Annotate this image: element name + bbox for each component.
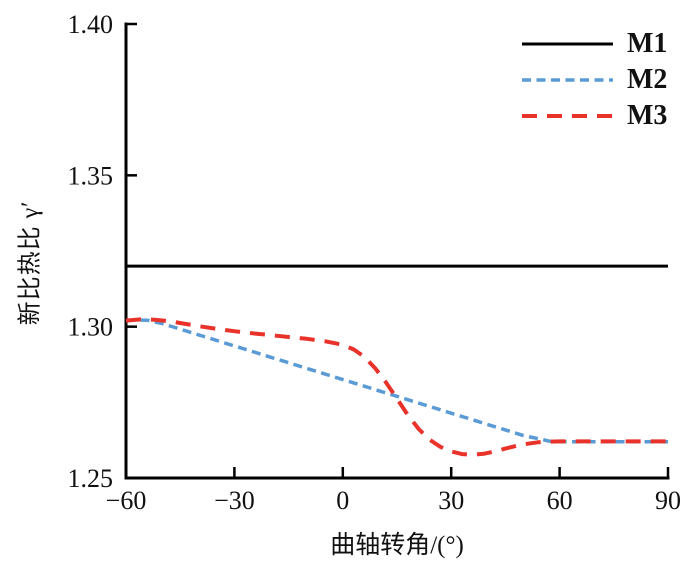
y-tick-label: 1.30	[68, 313, 114, 342]
y-tick-label: 1.35	[68, 161, 114, 190]
x-tick-label: 0	[336, 486, 349, 515]
legend-item-m3: M3	[521, 98, 667, 134]
x-tick-label: −60	[106, 486, 147, 515]
legend-label-m1: M1	[627, 28, 668, 59]
series-m3-line	[125, 317, 668, 457]
x-axis-label: 曲轴转角/(°)	[330, 532, 464, 559]
legend-label-m2: M2	[627, 64, 668, 95]
legend-label-m3: M3	[627, 100, 668, 131]
x-tick-label: 30	[438, 486, 464, 515]
legend-item-m1: M1	[521, 26, 667, 62]
x-tick-label: 90	[655, 486, 681, 515]
x-tick-label: −30	[214, 486, 255, 515]
series-m2-line	[125, 318, 668, 444]
legend: M1 M2 M3	[521, 26, 667, 134]
x-tick-label: 60	[547, 486, 573, 515]
legend-line-m1-icon	[522, 42, 613, 46]
legend-line-m2-icon	[522, 78, 613, 82]
y-tick-label: 1.25	[68, 464, 114, 493]
legend-line-m3-icon	[522, 114, 613, 118]
legend-item-m2: M2	[521, 62, 667, 98]
y-tick-label: 1.40	[68, 10, 114, 39]
y-axis-label: 新比热比 γ′	[17, 200, 44, 326]
